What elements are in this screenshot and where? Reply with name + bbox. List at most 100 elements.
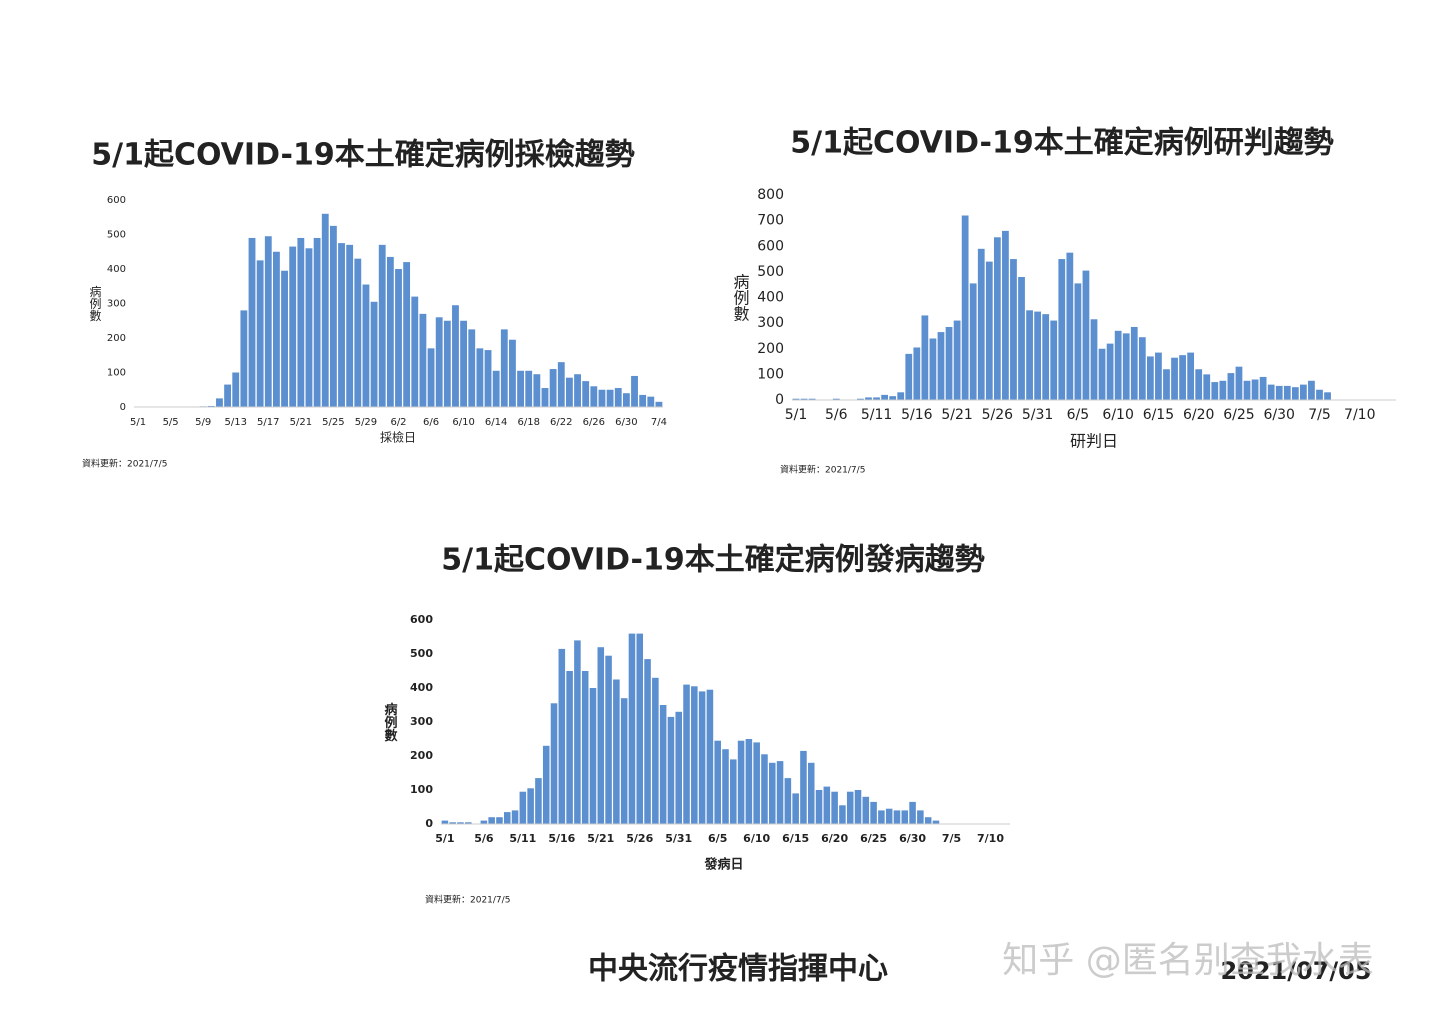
bar [441, 820, 449, 824]
bar [1227, 373, 1235, 400]
bar [889, 396, 897, 400]
x-tick-label: 5/17 [257, 417, 279, 428]
bar [329, 225, 337, 407]
bar [832, 398, 840, 400]
x-tick-label: 7/5 [1308, 407, 1331, 423]
bar [636, 633, 644, 824]
bar [807, 762, 815, 824]
x-tick-label: 5/9 [195, 417, 211, 428]
bar [264, 236, 272, 407]
bar [1098, 348, 1106, 400]
bar [519, 791, 527, 824]
bar [652, 677, 659, 824]
bar [862, 796, 870, 824]
bar [574, 374, 581, 407]
bar [897, 392, 905, 400]
x-axis-label: 採檢日 [380, 430, 416, 445]
bar [232, 372, 240, 407]
bar [443, 320, 451, 407]
bar [961, 215, 969, 400]
bar [1267, 384, 1275, 400]
y-tick-label: 300 [410, 715, 433, 728]
x-tick-label: 5/1 [130, 417, 146, 428]
watermark: 知乎 @匿名别查我水表 [1002, 940, 1373, 981]
x-tick-label: 6/15 [782, 832, 809, 845]
bar [256, 260, 264, 407]
bar [613, 679, 620, 824]
bar [1050, 320, 1058, 400]
bar [589, 688, 597, 824]
bar [815, 790, 823, 824]
x-tick-label: 7/4 [651, 417, 667, 428]
chart-title: 5/1起COVID-19本土確定病例研判趨勢 [790, 126, 1333, 161]
x-tick-label: 5/26 [626, 832, 653, 845]
bar [714, 740, 721, 824]
bar [1058, 259, 1066, 400]
bar [565, 377, 573, 407]
bar [403, 262, 411, 407]
bar [985, 261, 993, 400]
x-tick-label: 5/6 [474, 832, 494, 845]
x-tick-label: 5/25 [322, 417, 344, 428]
bar [873, 397, 880, 400]
bar [846, 791, 854, 824]
bar [706, 689, 714, 824]
bar [346, 244, 354, 407]
bar [541, 388, 549, 407]
y-tick-label: 200 [757, 341, 784, 357]
bar [1203, 374, 1211, 400]
y-tick-label: 500 [410, 647, 433, 660]
bar [800, 398, 808, 400]
bar [598, 389, 606, 407]
y-tick-label: 400 [757, 290, 784, 306]
x-tick-label: 5/29 [355, 417, 377, 428]
bar [969, 283, 977, 400]
bar [881, 394, 888, 400]
bar [953, 320, 961, 400]
y-tick-label: 600 [410, 613, 433, 626]
y-tick-label: 400 [410, 681, 433, 694]
bar [503, 812, 511, 824]
bar [509, 339, 516, 407]
x-tick-label: 5/5 [163, 417, 179, 428]
bar [1243, 380, 1251, 400]
bar [460, 320, 468, 407]
bar [675, 711, 683, 824]
bar [590, 386, 598, 407]
bar [655, 401, 663, 407]
bar [784, 778, 792, 824]
bar [1171, 357, 1178, 400]
bar [1002, 230, 1009, 400]
chart-title: 5/1起COVID-19本土確定病例採檢趨勢 [91, 138, 634, 173]
bar [468, 329, 476, 407]
bar [224, 384, 232, 407]
bar [535, 778, 542, 824]
bar [248, 237, 256, 407]
bar [631, 375, 638, 407]
x-tick-label: 5/16 [901, 407, 933, 423]
bar [917, 810, 924, 824]
bar [566, 671, 573, 824]
bar [362, 284, 370, 407]
x-tick-label: 5/31 [1022, 407, 1053, 423]
x-tick-label: 5/11 [861, 407, 892, 423]
bar [839, 805, 846, 824]
update-note: 資料更新：2021/7/5 [425, 894, 510, 906]
x-tick-label: 6/25 [860, 832, 887, 845]
bar [808, 398, 816, 400]
bar [639, 394, 647, 407]
bar [1163, 369, 1170, 400]
x-tick-label: 6/26 [583, 417, 605, 428]
bar [1034, 311, 1042, 400]
bar [932, 820, 940, 824]
bar [557, 362, 565, 407]
y-tick-label: 200 [107, 333, 126, 344]
x-tick-label: 5/26 [982, 407, 1014, 423]
bar [281, 270, 288, 407]
bar [581, 671, 589, 824]
bar [800, 750, 807, 824]
bar [449, 822, 456, 824]
bar [240, 310, 248, 407]
update-note: 資料更新：2021/7/5 [780, 464, 865, 476]
bar [857, 398, 864, 400]
